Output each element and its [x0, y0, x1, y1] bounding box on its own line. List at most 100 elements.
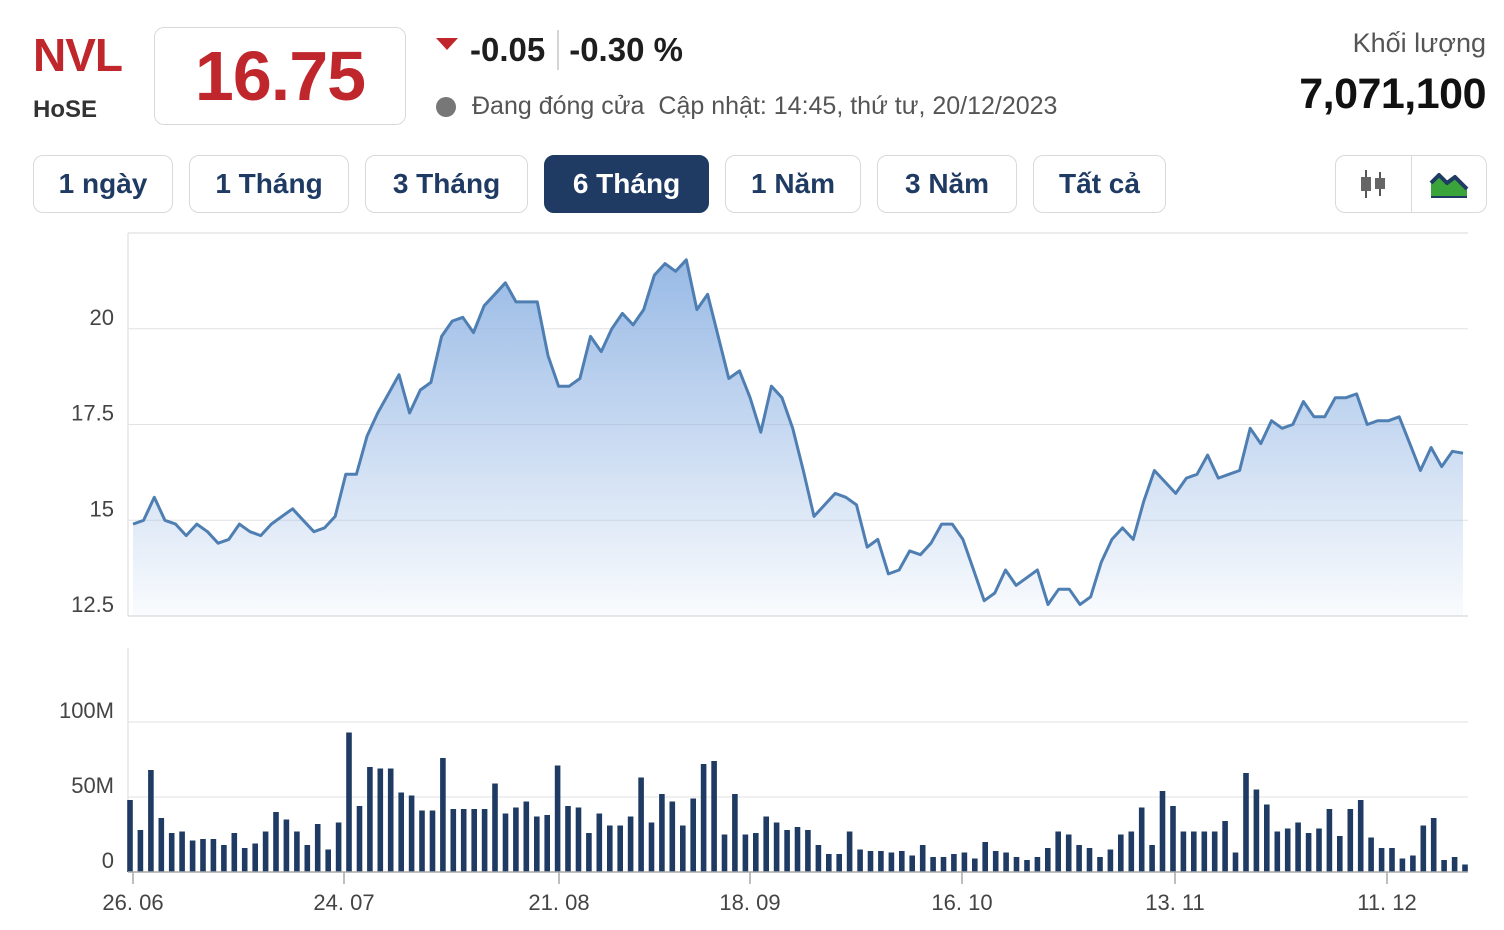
- x-tick-label: 24. 07: [313, 890, 374, 915]
- volume-bar: [1347, 809, 1354, 872]
- volume-bar: [1003, 852, 1009, 872]
- volume-bar: [168, 833, 175, 872]
- volume-bar: [669, 801, 676, 872]
- volume-bar: [638, 777, 644, 872]
- price-tick-label: 17.5: [71, 401, 114, 426]
- market-status: Đang đóng cửa: [472, 92, 645, 120]
- volume-bar: [586, 833, 592, 872]
- range-1-day-button[interactable]: 1 ngày: [33, 155, 173, 213]
- volume-bar: [617, 825, 623, 872]
- volume-bar: [607, 825, 613, 872]
- volume-bar: [1128, 831, 1135, 872]
- price-area: [133, 259, 1463, 616]
- volume-bar: [1305, 833, 1312, 872]
- volume-bar: [1389, 848, 1395, 872]
- volume-bar: [878, 851, 884, 872]
- market-status-row: Đang đóng cửa Cập nhật: 14:45, thứ tư, 2…: [436, 92, 1057, 121]
- volume-bar: [1013, 857, 1020, 872]
- price-y-axis: 12.5 15 17.5 20: [71, 305, 114, 617]
- range-all-button[interactable]: Tất cả: [1033, 155, 1166, 213]
- volume-bar: [200, 839, 206, 872]
- volume-bar: [1138, 807, 1145, 872]
- volume-bar: [1357, 800, 1364, 872]
- range-1-month-button[interactable]: 1 Tháng: [189, 155, 349, 213]
- update-time: Cập nhật: 14:45, thứ tư, 20/12/2023: [658, 92, 1058, 120]
- volume-bar: [158, 818, 165, 872]
- volume-bar: [1462, 864, 1468, 872]
- ticker-symbol: NVL: [33, 29, 123, 81]
- volume-bar: [992, 851, 999, 872]
- volume-bar: [919, 845, 926, 872]
- area-chart-icon[interactable]: [1410, 156, 1487, 212]
- volume-bar: [742, 834, 749, 872]
- volume-bar: [940, 857, 947, 872]
- volume-bars: [127, 732, 1468, 872]
- volume-value: 7,071,100: [1299, 70, 1486, 118]
- volume-bar: [794, 827, 801, 872]
- volume-bar: [773, 822, 780, 872]
- volume-bar: [1045, 848, 1051, 872]
- x-axis: 26. 06 24. 07 21. 08 18. 09 16. 10 13. 11 11. …: [102, 871, 1468, 915]
- change-value: -0.05: [470, 31, 546, 68]
- volume-bar: [377, 768, 384, 872]
- volume-bar: [1284, 828, 1291, 872]
- range-6-month-button[interactable]: 6 Tháng: [544, 155, 709, 213]
- volume-bar: [1316, 828, 1322, 872]
- volume-bar: [1180, 831, 1187, 872]
- volume-bar: [1149, 845, 1155, 872]
- volume-bar: [1430, 818, 1437, 872]
- volume-bar: [179, 831, 185, 872]
- current-price: 16.75: [194, 37, 366, 115]
- volume-bar: [951, 854, 957, 872]
- volume-bar: [721, 834, 728, 872]
- volume-bar: [1097, 857, 1103, 872]
- volume-bar: [148, 770, 154, 872]
- volume-bar: [544, 815, 550, 872]
- volume-bar: [700, 764, 707, 872]
- x-tick-label: 11. 12: [1357, 890, 1417, 915]
- volume-bar: [481, 809, 488, 872]
- volume-bar: [450, 809, 457, 872]
- x-tick-label: 18. 09: [719, 890, 780, 915]
- price-change-row: -0.05 -0.30 %: [436, 30, 683, 70]
- volume-bar: [888, 852, 895, 872]
- range-3-month-button[interactable]: 3 Tháng: [365, 155, 528, 213]
- candlestick-icon[interactable]: [1336, 156, 1411, 212]
- range-3-year-button[interactable]: 3 Năm: [877, 155, 1017, 213]
- volume-bar: [1170, 806, 1176, 872]
- volume-bar: [565, 806, 571, 872]
- volume-bar: [262, 831, 269, 872]
- volume-bar: [690, 798, 696, 872]
- volume-tick-label: 50M: [71, 773, 114, 798]
- arrow-down-icon: [436, 38, 458, 50]
- volume-bar: [982, 842, 988, 872]
- volume-bar: [1159, 791, 1166, 872]
- volume-bar: [231, 833, 238, 872]
- price-tick-label: 15: [90, 496, 114, 521]
- volume-bar: [930, 857, 936, 872]
- volume-bar: [1326, 809, 1333, 872]
- volume-bar: [596, 813, 603, 872]
- volume-bar: [1420, 825, 1427, 872]
- volume-label: Khối lượng: [1352, 28, 1486, 58]
- volume-bar: [1211, 831, 1218, 872]
- volume-bar: [1024, 860, 1030, 872]
- volume-bar: [763, 816, 769, 872]
- volume-bar: [440, 758, 446, 872]
- volume-tick-label: 100M: [59, 698, 114, 723]
- volume-bar: [502, 813, 509, 872]
- range-1-year-button[interactable]: 1 Năm: [725, 155, 861, 213]
- volume-bar: [294, 831, 300, 872]
- volume-bar: [899, 851, 905, 872]
- volume-bar: [815, 845, 822, 872]
- volume-bar: [846, 831, 853, 872]
- volume-bar: [523, 801, 530, 872]
- volume-bar: [826, 854, 832, 872]
- price-line: [132, 258, 1464, 606]
- volume-bar: [189, 840, 196, 872]
- volume-bar: [1274, 831, 1281, 872]
- volume-bar: [210, 839, 217, 872]
- volume-bar: [732, 794, 738, 872]
- volume-bar: [1086, 848, 1093, 872]
